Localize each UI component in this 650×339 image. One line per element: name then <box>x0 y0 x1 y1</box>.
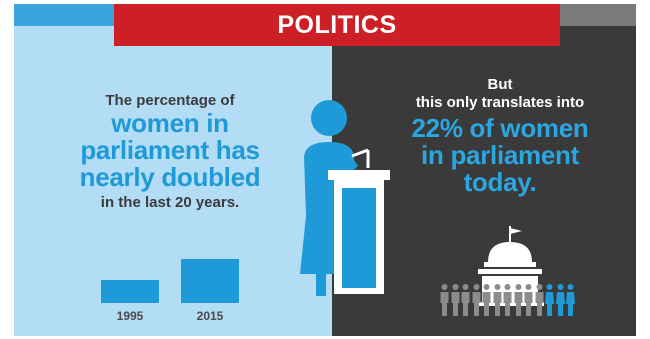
man-person-icon <box>503 284 512 316</box>
right-line-5: today. <box>463 167 537 197</box>
left-line-3: parliament has <box>80 135 260 165</box>
left-line-5: in the last 20 years. <box>100 194 240 211</box>
podium-icon <box>328 148 390 294</box>
man-person-icon <box>472 284 480 316</box>
man-person-icon <box>524 284 533 316</box>
woman-person-icon <box>566 284 575 316</box>
left-line-1: The percentage of <box>105 92 235 109</box>
right-line-4: in parliament <box>421 140 579 170</box>
left-statement: The percentage of women in parliament ha… <box>40 92 300 212</box>
man-person-icon <box>535 284 543 316</box>
top-blue-accent-bar <box>14 4 114 26</box>
right-statement: But this only translates into 22% of wom… <box>370 76 630 196</box>
man-person-icon <box>451 284 459 316</box>
bar-2015 <box>181 259 239 303</box>
man-person-icon <box>440 284 449 316</box>
bar-label-2015: 2015 <box>196 309 224 323</box>
right-line-1: But <box>487 76 513 93</box>
man-person-icon <box>482 284 491 316</box>
man-person-icon <box>493 284 501 316</box>
right-line-2: this only translates into <box>415 94 585 111</box>
left-panel <box>14 4 332 336</box>
politics-banner: POLITICS <box>114 4 560 46</box>
right-line-3: 22% of women <box>411 113 589 143</box>
man-person-icon <box>514 284 522 316</box>
bar-1995 <box>101 280 159 303</box>
banner-title: POLITICS <box>277 10 397 39</box>
woman-person-icon <box>555 284 565 316</box>
top-gray-accent-bar <box>560 4 636 26</box>
man-person-icon <box>461 284 470 316</box>
left-line-4: nearly doubled <box>79 162 261 192</box>
woman-person-icon <box>545 284 554 316</box>
bar-label-1995: 1995 <box>116 309 144 323</box>
left-line-2: women in <box>111 108 229 138</box>
